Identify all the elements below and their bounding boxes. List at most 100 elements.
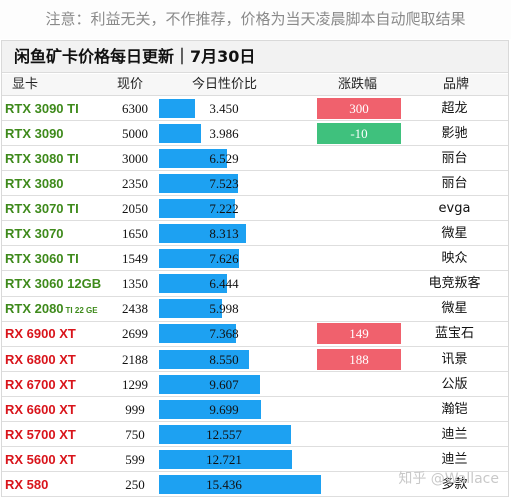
gpu-model-suffix: TI 22 GE — [65, 306, 98, 316]
brand-name: evga — [438, 201, 471, 217]
gpu-model: RX 6600 XT — [5, 401, 76, 417]
ratio-value: 9.699 — [209, 401, 239, 417]
table-row: RX 6700 XT 1299 9.607 公版 — [2, 372, 508, 397]
price-value: 2350 — [122, 176, 148, 192]
table-row: RTX 3090 5000 3.986 -10 影驰 — [2, 122, 508, 147]
table-row: RTX 3090 TI 6300 3.450 300 超龙 — [2, 97, 508, 122]
brand-name: 影驰 — [441, 126, 468, 142]
brand-name: 丽台 — [441, 151, 468, 167]
ratio-value: 12.557 — [206, 426, 242, 442]
price-value: 2050 — [122, 201, 148, 217]
gpu-model: RTX 3080 — [5, 176, 64, 192]
price-value: 1549 — [122, 251, 148, 267]
ratio-bar — [159, 274, 227, 294]
gpu-model: RX 6800 XT — [5, 351, 76, 367]
header-brand: 品牌 — [443, 77, 470, 92]
table-row: RX 580 250 15.436 多款 — [2, 472, 508, 497]
price-change-badge: 149 — [317, 323, 401, 345]
ratio-value: 7.626 — [209, 251, 239, 267]
table-header: 显卡 现价 今日性价比 涨跌幅 品牌 — [2, 74, 508, 96]
ratio-value: 3.450 — [209, 101, 239, 116]
brand-name: 多款 — [441, 476, 468, 492]
disclaimer-notice: 注意：利益无关，不作推荐，价格为当天凌晨脚本自动爬取结果 — [0, 0, 511, 39]
gpu-model: RX 580 — [5, 476, 49, 492]
table-row: RTX 3080 TI 3000 6.529 丽台 — [2, 147, 508, 172]
price-value: 2438 — [122, 301, 148, 317]
watermark: 知乎 @Wallace — [398, 471, 499, 487]
brand-name: 迪兰 — [441, 451, 468, 467]
ratio-bar — [159, 324, 237, 344]
ratio-value: 7.222 — [209, 201, 239, 217]
brand-name: 迪兰 — [441, 426, 468, 442]
ratio-bar — [159, 424, 291, 444]
price-change-badge: 300 — [317, 98, 401, 119]
ratio-value: 7.368 — [209, 326, 239, 342]
table-row: RTX 3060 12GB 1350 6.444 电竞叛客 — [2, 272, 508, 297]
table-row: RX 5700 XT 750 12.557 迪兰 — [2, 422, 508, 447]
table-row: RTX 3060 TI 1549 7.626 映众 — [2, 247, 508, 272]
table-row: RTX 3080 2350 7.523 丽台 — [2, 172, 508, 197]
ratio-value: 6.444 — [209, 276, 239, 292]
gpu-model: RX 5600 XT — [5, 451, 76, 467]
brand-name: 超龙 — [441, 101, 468, 116]
gpu-model: RTX 3070 TI — [5, 201, 79, 217]
gpu-model: RTX 3070 — [5, 226, 64, 242]
gpu-model: RTX 3060 TI — [5, 251, 79, 267]
brand-name: 映众 — [441, 251, 468, 267]
price-value: 2188 — [122, 351, 148, 367]
table-row: RTX 3070 TI 2050 7.222 evga — [2, 197, 508, 222]
gpu-model: RTX 3080 TI — [5, 151, 79, 167]
price-change-badge: -10 — [317, 123, 401, 145]
header-ratio: 今日性价比 — [192, 77, 258, 92]
brand-name: 微星 — [441, 226, 468, 242]
gpu-model: RTX 2080 TI 22 GE — [5, 301, 98, 317]
price-value: 6300 — [122, 101, 148, 116]
ratio-bar — [159, 474, 321, 494]
table-row: RX 6900 XT 2699 7.368 149 蓝宝石 — [2, 322, 508, 347]
brand-name: 微星 — [441, 301, 468, 317]
ratio-bar — [159, 349, 249, 369]
table-row: RX 6800 XT 2188 8.550 188 讯景 — [2, 347, 508, 372]
gpu-model: RTX 3090 — [5, 126, 64, 142]
brand-name: 公版 — [441, 376, 468, 392]
ratio-bar — [159, 174, 238, 194]
ratio-bar — [159, 374, 260, 394]
price-value: 1299 — [122, 376, 148, 392]
ratio-value: 6.529 — [209, 151, 239, 167]
ratio-bar — [159, 149, 228, 169]
gpu-model: RTX 3090 TI — [5, 101, 79, 116]
gpu-model: RTX 3060 12GB — [5, 276, 102, 292]
price-value: 3000 — [122, 151, 148, 167]
ratio-value: 12.721 — [206, 451, 242, 467]
table-row: RTX 2080 TI 22 GE 2438 5.998 微星 — [2, 297, 508, 322]
header-change: 涨跌幅 — [338, 77, 378, 92]
price-value: 1650 — [122, 226, 148, 242]
ratio-bar — [159, 249, 239, 269]
table-title: 闲鱼矿卡价格每日更新｜7月30日 — [2, 41, 508, 73]
brand-name: 瀚铠 — [441, 401, 468, 417]
ratio-value: 8.550 — [209, 351, 239, 367]
ratio-value: 5.998 — [209, 301, 239, 317]
price-table: 闲鱼矿卡价格每日更新｜7月30日 显卡 现价 今日性价比 涨跌幅 品牌 RTX … — [1, 40, 509, 497]
header-price: 现价 — [117, 77, 144, 92]
price-value: 599 — [125, 451, 145, 467]
table-row: RX 6600 XT 999 9.699 瀚铠 — [2, 397, 508, 422]
price-value: 999 — [125, 401, 145, 417]
price-value: 1350 — [122, 276, 148, 292]
header-model: 显卡 — [12, 77, 39, 92]
ratio-value: 7.523 — [209, 176, 239, 192]
table-row: RX 5600 XT 599 12.721 迪兰 — [2, 447, 508, 472]
price-value: 750 — [125, 426, 145, 442]
brand-name: 丽台 — [441, 176, 468, 192]
table-row: RTX 3070 1650 8.313 微星 — [2, 222, 508, 247]
gpu-model: RX 6700 XT — [5, 376, 76, 392]
gpu-model: RX 6900 XT — [5, 326, 76, 342]
ratio-value: 15.436 — [206, 476, 242, 492]
ratio-bar — [159, 124, 201, 144]
brand-name: 蓝宝石 — [434, 326, 474, 342]
ratio-bar — [159, 399, 261, 419]
price-value: 2699 — [122, 326, 148, 342]
ratio-bar — [159, 199, 235, 219]
price-change-badge: 188 — [317, 348, 401, 370]
ratio-value: 8.313 — [209, 226, 239, 242]
